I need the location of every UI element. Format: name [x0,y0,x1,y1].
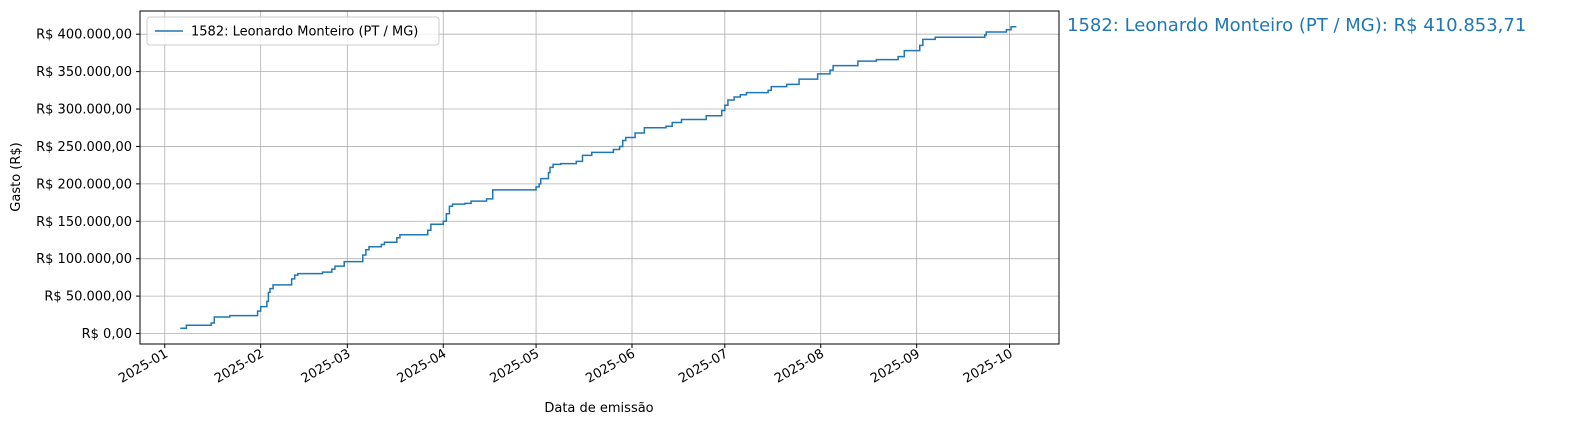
x-tick-label: 2025-09 [868,346,923,386]
y-tick-label: R$ 50.000,00 [44,290,132,305]
y-tick-label: R$ 100.000,00 [36,252,132,267]
x-tick-label: 2025-05 [488,346,543,386]
y-tick-label: R$ 300.000,00 [36,103,132,118]
annotation: 1582: Leonardo Monteiro (PT / MG): R$ 41… [1067,15,1526,36]
plot-frame [139,10,1060,345]
y-tick-label: R$ 150.000,00 [36,215,132,230]
y-tick-label: R$ 250.000,00 [36,140,132,155]
y-tick-label: R$ 200.000,00 [36,177,132,192]
legend-label: 1582: Leonardo Monteiro (PT / MG) [191,25,418,40]
y-tick-label: R$ 400.000,00 [36,28,132,43]
x-tick-label: 2025-07 [676,346,731,386]
x-tick-label: 2025-01 [116,346,171,386]
x-axis-label: Data de emissão [544,401,653,416]
legend-box [146,16,440,46]
y-tick-label: R$ 350.000,00 [36,65,132,80]
x-tick-label: 2025-03 [299,346,354,386]
x-tick-label: 2025-10 [961,346,1016,386]
x-tick-label: 2025-04 [395,346,450,386]
x-tick-label: 2025-06 [583,346,638,386]
series-line [180,25,1017,330]
y-tick-label: R$ 0,00 [82,327,132,342]
y-axis-label: Gasto (R$) [9,142,24,211]
x-tick-label: 2025-02 [212,346,267,386]
x-tick-label: 2025-08 [772,346,827,386]
